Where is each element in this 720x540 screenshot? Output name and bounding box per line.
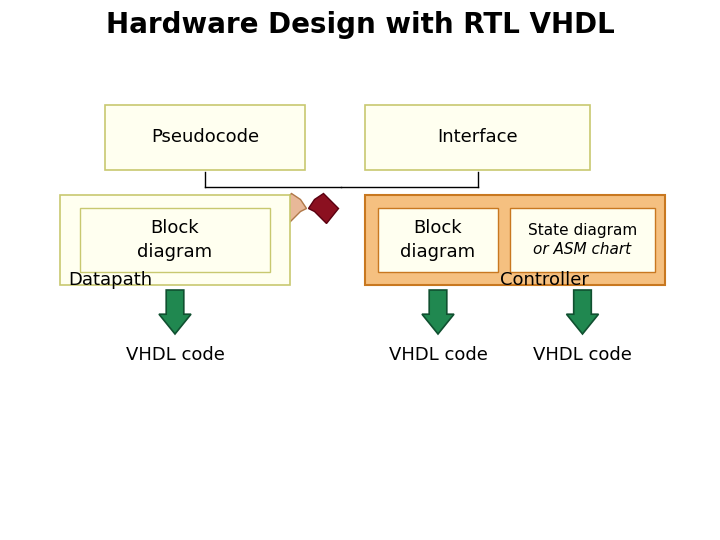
Text: VHDL code: VHDL code xyxy=(533,346,632,364)
Text: Hardware Design with RTL VHDL: Hardware Design with RTL VHDL xyxy=(106,11,614,39)
Text: VHDL code: VHDL code xyxy=(389,346,487,364)
Text: or ASM chart: or ASM chart xyxy=(534,242,631,258)
FancyBboxPatch shape xyxy=(365,195,665,285)
Text: Block
diagram: Block diagram xyxy=(138,219,212,261)
Text: Interface: Interface xyxy=(437,129,518,146)
FancyBboxPatch shape xyxy=(365,105,590,170)
Polygon shape xyxy=(159,290,191,334)
Text: Pseudocode: Pseudocode xyxy=(151,129,259,146)
FancyBboxPatch shape xyxy=(80,208,270,272)
Polygon shape xyxy=(308,193,338,224)
FancyBboxPatch shape xyxy=(105,105,305,170)
Text: VHDL code: VHDL code xyxy=(125,346,225,364)
FancyBboxPatch shape xyxy=(378,208,498,272)
FancyBboxPatch shape xyxy=(510,208,655,272)
Polygon shape xyxy=(422,290,454,334)
Polygon shape xyxy=(276,193,307,224)
Text: Controller: Controller xyxy=(500,271,589,289)
Polygon shape xyxy=(567,290,598,334)
Text: Datapath: Datapath xyxy=(68,271,152,289)
Text: State diagram: State diagram xyxy=(528,222,637,238)
FancyBboxPatch shape xyxy=(60,195,290,285)
Text: Block
diagram: Block diagram xyxy=(400,219,476,261)
